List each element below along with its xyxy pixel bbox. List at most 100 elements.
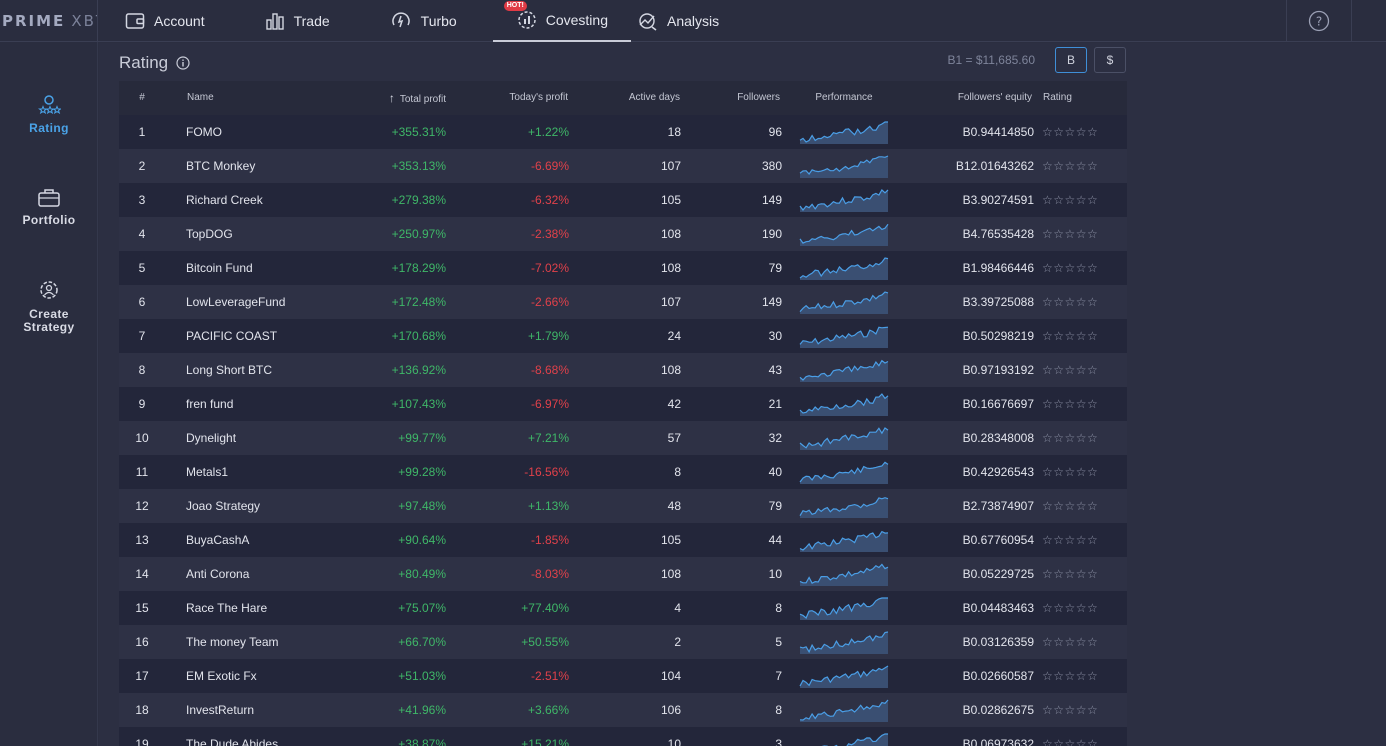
- table-row[interactable]: 2 BTC Monkey +353.13% -6.69% 107 380 B12.01643…: [119, 149, 1127, 183]
- strategy-name[interactable]: BuyaCashA: [186, 533, 250, 547]
- strategy-name[interactable]: Bitcoin Fund: [186, 261, 253, 275]
- todays-profit: +1.79%: [527, 329, 569, 343]
- col-followers[interactable]: Followers: [737, 92, 780, 103]
- sidebar-item-label: Portfolio: [22, 213, 76, 227]
- sidebar-item-portfolio[interactable]: Portfolio: [0, 188, 98, 227]
- currency-btc-button[interactable]: B: [1055, 47, 1087, 73]
- todays-profit: +1.22%: [527, 125, 569, 139]
- table-row[interactable]: 13 BuyaCashA +90.64% -1.85% 105 44 B0.67760954…: [119, 523, 1127, 557]
- table-row[interactable]: 6 LowLeverageFund +172.48% -2.66% 107 149 B3.3…: [119, 285, 1127, 319]
- table-row[interactable]: 3 Richard Creek +279.38% -6.32% 105 149 B3.902…: [119, 183, 1127, 217]
- rating-stars[interactable]: ☆☆☆☆☆: [1042, 125, 1099, 139]
- rating-stars[interactable]: ☆☆☆☆☆: [1042, 669, 1099, 683]
- sparkline-line: [799, 223, 889, 244]
- strategy-name[interactable]: fren fund: [186, 397, 234, 411]
- nav-trade[interactable]: Trade: [265, 0, 330, 42]
- sidebar-item-create-strategy[interactable]: Create Strategy: [0, 278, 98, 334]
- table-row[interactable]: 5 Bitcoin Fund +178.29% -7.02% 108 79 B1.98466…: [119, 251, 1127, 285]
- nav-account[interactable]: Account: [125, 0, 205, 42]
- strategy-name[interactable]: TopDOG: [186, 227, 233, 241]
- todays-profit: +77.40%: [521, 601, 569, 615]
- nav-covesting[interactable]: HOT! Covesting: [492, 0, 631, 42]
- performance-sparkline: [799, 530, 889, 552]
- total-profit: +250.97%: [391, 227, 446, 241]
- rating-stars[interactable]: ☆☆☆☆☆: [1042, 261, 1099, 275]
- rating-stars[interactable]: ☆☆☆☆☆: [1042, 737, 1099, 746]
- table-row[interactable]: 9 fren fund +107.43% -6.97% 42 21 B0.16676697 ☆…: [119, 387, 1127, 421]
- performance-sparkline: [799, 699, 889, 722]
- col-todays-profit[interactable]: Today's profit: [509, 92, 568, 103]
- rating-stars[interactable]: ☆☆☆☆☆: [1042, 703, 1099, 717]
- strategy-name[interactable]: Anti Corona: [186, 567, 250, 581]
- total-profit: +355.31%: [391, 125, 446, 139]
- strategy-name[interactable]: EM Exotic Fx: [186, 669, 257, 683]
- strategy-name[interactable]: InvestReturn: [186, 703, 255, 717]
- info-icon[interactable]: [176, 56, 190, 70]
- strategy-name[interactable]: LowLeverageFund: [186, 295, 286, 309]
- table-row[interactable]: 14 Anti Corona +80.49% -8.03% 108 10 B0.052297…: [119, 557, 1127, 591]
- total-profit: +75.07%: [398, 601, 446, 615]
- col-rating[interactable]: Rating: [1043, 92, 1072, 103]
- col-name[interactable]: Name: [187, 92, 214, 103]
- sparkline-area: [800, 258, 888, 280]
- table-row[interactable]: 19 The Dude Abides +38.87% +15.21% 10 3 B0.069…: [119, 727, 1127, 746]
- strategy-name[interactable]: BTC Monkey: [186, 159, 256, 173]
- table-row[interactable]: 11 Metals1 +99.28% -16.56% 8 40 B0.42926543 ☆☆☆…: [119, 455, 1127, 489]
- table-row[interactable]: 1 FOMO +355.31% +1.22% 18 96 B0.94414850 ☆☆☆☆☆: [119, 115, 1127, 149]
- performance-sparkline: [821, 733, 888, 746]
- strategy-name[interactable]: The money Team: [186, 635, 279, 649]
- strategy-name[interactable]: Joao Strategy: [186, 499, 261, 513]
- todays-profit: +50.55%: [521, 635, 569, 649]
- row-index: 15: [135, 601, 149, 615]
- todays-profit: +15.21%: [521, 737, 569, 746]
- table-row[interactable]: 8 Long Short BTC +136.92% -8.68% 108 43 B0.971…: [119, 353, 1127, 387]
- rating-stars[interactable]: ☆☆☆☆☆: [1042, 295, 1099, 309]
- rating-stars[interactable]: ☆☆☆☆☆: [1042, 193, 1099, 207]
- col-followers-equity[interactable]: Followers' equity: [957, 92, 1032, 103]
- performance-sparkline: [799, 393, 889, 416]
- table-row[interactable]: 15 Race The Hare +75.07% +77.40% 4 8 B0.044834…: [119, 591, 1127, 625]
- table-row[interactable]: 7 PACIFIC COAST +170.68% +1.79% 24 30 B0.50298…: [119, 319, 1127, 353]
- strategy-name[interactable]: FOMO: [186, 125, 222, 139]
- strategy-name[interactable]: Long Short BTC: [186, 363, 273, 377]
- table-row[interactable]: 17 EM Exotic Fx +51.03% -2.51% 104 7 B0.026605…: [119, 659, 1127, 693]
- col-active-days[interactable]: Active days: [628, 92, 680, 103]
- portfolio-icon: [38, 189, 60, 207]
- table-row[interactable]: 16 The money Team +66.70% +50.55% 2 5 B0.03126…: [119, 625, 1127, 659]
- table-row[interactable]: 10 Dynelight +99.77% +7.21% 57 32 B0.28348008 ☆…: [119, 421, 1127, 455]
- col-total-profit[interactable]: ↑ Total profit: [346, 81, 446, 115]
- strategy-name[interactable]: PACIFIC COAST: [186, 329, 278, 343]
- nav-analysis[interactable]: Analysis: [636, 0, 719, 42]
- rating-stars[interactable]: ☆☆☆☆☆: [1042, 227, 1099, 241]
- todays-profit: -1.85%: [530, 533, 569, 547]
- table-row[interactable]: 4 TopDOG +250.97% -2.38% 108 190 B4.76535428 ☆☆…: [119, 217, 1127, 251]
- sparkline-area: [800, 531, 888, 552]
- rating-stars[interactable]: ☆☆☆☆☆: [1042, 465, 1099, 479]
- strategy-name[interactable]: The Dude Abides: [186, 737, 279, 746]
- strategy-name[interactable]: Dynelight: [186, 431, 237, 445]
- nav-turbo[interactable]: Turbo: [390, 0, 457, 42]
- logo[interactable]: PRIMEXBT: [0, 0, 98, 42]
- rating-stars[interactable]: ☆☆☆☆☆: [1042, 567, 1099, 581]
- strategy-name[interactable]: Metals1: [186, 465, 229, 479]
- rating-stars[interactable]: ☆☆☆☆☆: [1042, 397, 1099, 411]
- help-button[interactable]: ?: [1286, 0, 1352, 42]
- row-index: 2: [138, 159, 146, 173]
- table-row[interactable]: 12 Joao Strategy +97.48% +1.13% 48 79 B2.73874…: [119, 489, 1127, 523]
- rating-stars[interactable]: ☆☆☆☆☆: [1042, 159, 1099, 173]
- currency-usd-button[interactable]: $: [1094, 47, 1126, 73]
- rating-stars[interactable]: ☆☆☆☆☆: [1042, 499, 1099, 513]
- rating-stars[interactable]: ☆☆☆☆☆: [1042, 363, 1099, 377]
- sidebar-item-rating[interactable]: Rating: [0, 94, 98, 135]
- followers: 30: [768, 329, 782, 343]
- rating-stars[interactable]: ☆☆☆☆☆: [1042, 601, 1099, 615]
- table-row[interactable]: 18 InvestReturn +41.96% +3.66% 106 8 B0.028626…: [119, 693, 1127, 727]
- strategy-name[interactable]: Richard Creek: [186, 193, 263, 207]
- rating-stars[interactable]: ☆☆☆☆☆: [1042, 635, 1099, 649]
- rating-stars[interactable]: ☆☆☆☆☆: [1042, 329, 1099, 343]
- strategy-name[interactable]: Race The Hare: [186, 601, 268, 615]
- performance-sparkline: [799, 631, 889, 654]
- account-icon: [125, 13, 145, 29]
- rating-stars[interactable]: ☆☆☆☆☆: [1042, 533, 1099, 547]
- rating-stars[interactable]: ☆☆☆☆☆: [1042, 431, 1099, 445]
